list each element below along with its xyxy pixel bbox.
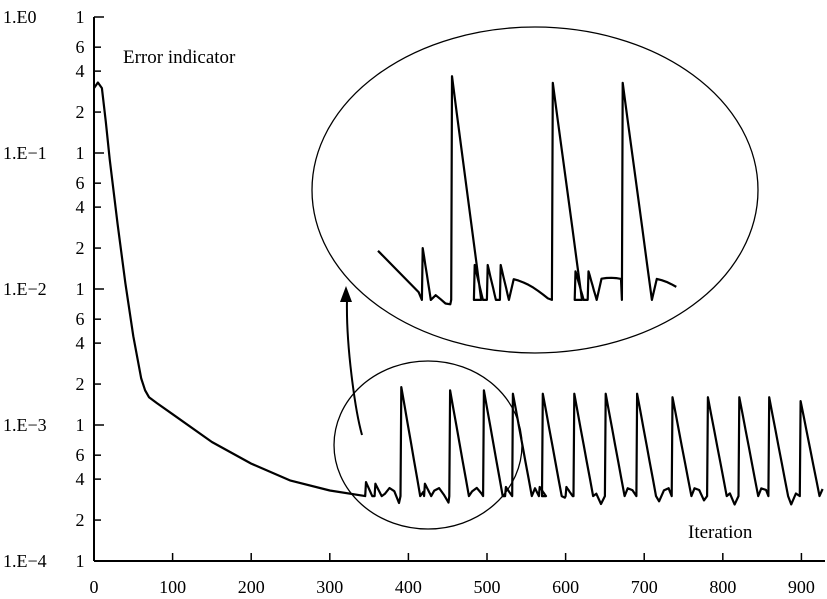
y-minor-label: 2	[76, 102, 85, 122]
zoom-arrow-line	[345, 299, 363, 436]
x-tick-label: 200	[238, 577, 265, 597]
y-decade-label: 1.E−1	[3, 143, 47, 163]
x-tick-label: 100	[159, 577, 186, 597]
y-decade-label: 1.E0	[3, 7, 37, 27]
x-tick-label: 600	[552, 577, 579, 597]
axes	[93, 17, 825, 562]
error-indicator-line	[93, 81, 824, 506]
y-minor-label: 1	[76, 415, 85, 435]
y-minor-label: 6	[76, 37, 85, 57]
y-decade-label: 1.E−3	[3, 415, 47, 435]
x-axis-label: Iteration	[688, 522, 753, 543]
y-minor-label: 4	[76, 333, 85, 353]
y-minor-label: 2	[76, 238, 85, 258]
y-minor-label: 4	[76, 197, 85, 217]
inset-error-line	[377, 75, 677, 306]
tick-group	[93, 16, 803, 562]
y-decade-label: 1.E−2	[3, 279, 47, 299]
zoom-region-ellipse	[333, 360, 523, 530]
y-minor-label: 6	[76, 309, 85, 329]
zoom-inset-ellipse	[311, 26, 759, 354]
x-tick-label: 0	[90, 577, 99, 597]
x-tick-label: 400	[395, 577, 422, 597]
y-minor-label: 6	[76, 445, 85, 465]
tick-label-group: 0 100 200 300 400 500 600 700 800 900 1.E0 1 6 4 2 1.E−…	[3, 7, 815, 597]
y-minor-label: 2	[76, 510, 85, 530]
x-tick-label: 800	[709, 577, 736, 597]
y-minor-label: 2	[76, 374, 85, 394]
y-minor-label: 6	[76, 173, 85, 193]
x-tick-label: 300	[316, 577, 343, 597]
x-tick-label: 900	[788, 577, 815, 597]
y-minor-label: 4	[76, 61, 85, 81]
y-minor-label: 1	[76, 279, 85, 299]
y-minor-label: 1	[76, 7, 85, 27]
y-minor-label: 1	[76, 551, 85, 571]
y-minor-label: 1	[76, 143, 85, 163]
y-axis-label: Error indicator	[123, 47, 236, 68]
y-minor-label: 4	[76, 469, 85, 489]
zoom-arrow-head	[340, 286, 352, 302]
x-tick-label: 500	[474, 577, 501, 597]
x-tick-label: 700	[631, 577, 658, 597]
y-decade-label: 1.E−4	[3, 551, 47, 571]
